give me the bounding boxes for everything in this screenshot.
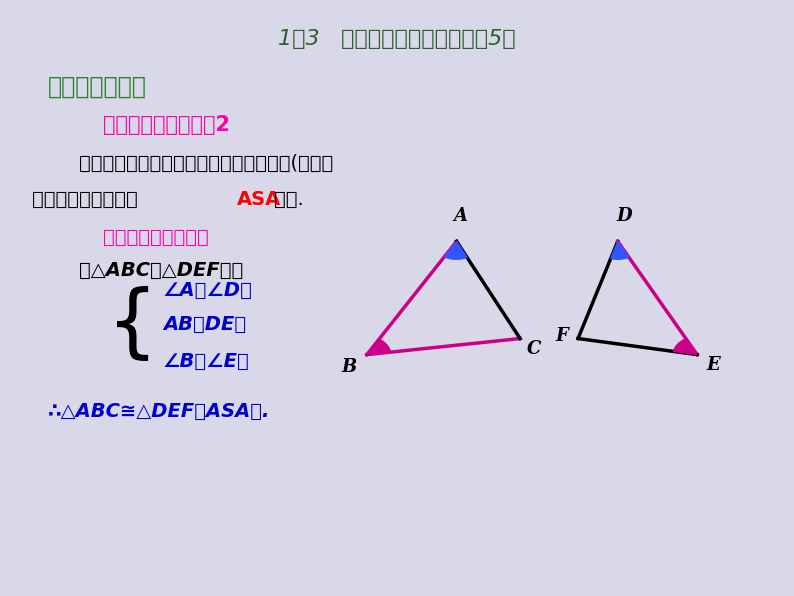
Text: ∴△ABC≅△DEF（ASA）.: ∴△ABC≅△DEF（ASA）. — [48, 402, 270, 421]
Polygon shape — [445, 241, 467, 259]
Polygon shape — [673, 339, 697, 355]
Text: 写成「角边角」或「: 写成「角边角」或「 — [32, 190, 137, 209]
Text: D: D — [616, 207, 632, 225]
Text: 在△ABC与△DEF中，: 在△ABC与△DEF中， — [79, 260, 244, 280]
Text: ∠B＝∠E，: ∠B＝∠E， — [163, 352, 249, 371]
Text: E: E — [706, 356, 720, 374]
Text: A: A — [453, 207, 468, 225]
Text: AB＝DE，: AB＝DE， — [163, 315, 246, 334]
Text: 」）.: 」）. — [274, 190, 303, 209]
Polygon shape — [611, 241, 629, 259]
Text: 1１3   探索三角形全等的条件（5）: 1１3 探索三角形全等的条件（5） — [278, 29, 516, 49]
Polygon shape — [367, 339, 391, 355]
Text: B: B — [341, 358, 357, 375]
Text: C: C — [527, 340, 542, 358]
Text: 用符号语言表达为：: 用符号语言表达为： — [103, 228, 209, 247]
Text: F: F — [556, 327, 569, 344]
Text: 三角形全等判定方法2: 三角形全等判定方法2 — [103, 115, 230, 135]
Text: 两角及其夹边分别相等的两个三角形全等(可以简: 两角及其夹边分别相等的两个三角形全等(可以简 — [79, 154, 333, 173]
Text: ASA: ASA — [237, 190, 281, 209]
Text: ∠A＝∠D，: ∠A＝∠D， — [163, 281, 252, 300]
Text: {: { — [107, 286, 159, 364]
Text: 一，回顾与思考: 一，回顾与思考 — [48, 74, 147, 98]
